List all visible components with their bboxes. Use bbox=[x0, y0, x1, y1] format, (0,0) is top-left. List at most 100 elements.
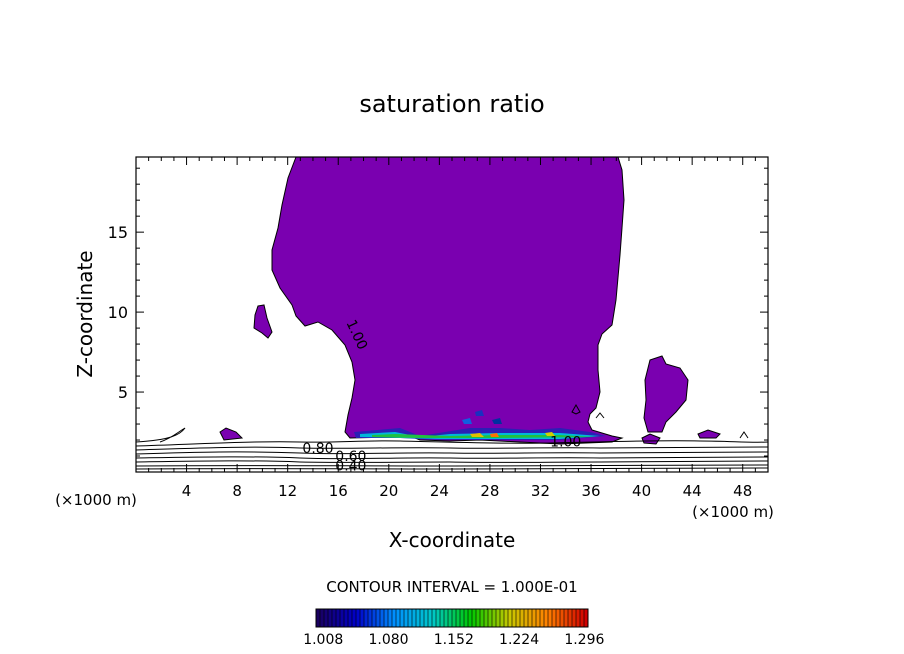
contour-value-label: 1.00 bbox=[550, 435, 581, 451]
colorbar-swatch bbox=[504, 609, 509, 627]
y-tick-label: 5 bbox=[118, 383, 128, 402]
x-tick-label: 8 bbox=[232, 482, 242, 500]
low-patch-2 bbox=[641, 433, 661, 445]
colorbar-swatch bbox=[352, 609, 357, 627]
x-tick-label: 12 bbox=[278, 482, 297, 500]
x-tick-label: 28 bbox=[480, 482, 499, 500]
colorbar-swatch bbox=[460, 609, 465, 627]
colorbar-swatch bbox=[520, 609, 525, 627]
colorbar-swatch bbox=[476, 609, 481, 627]
colorbar-swatch bbox=[552, 609, 557, 627]
colorbar-swatch bbox=[436, 609, 441, 627]
x-tick-label: 40 bbox=[632, 482, 651, 500]
colorbar-swatch bbox=[512, 609, 517, 627]
colorbar-swatch bbox=[420, 609, 425, 627]
colorbar-frame bbox=[315, 608, 589, 628]
chart-title: saturation ratio bbox=[359, 90, 544, 118]
x-tick-label: 36 bbox=[581, 482, 600, 500]
y-axis: 5 10 15 bbox=[108, 167, 768, 457]
colorbar-swatch bbox=[528, 609, 533, 627]
x-axis: 4 8 12 16 20 24 28 32 36 40 44 48 bbox=[148, 157, 756, 500]
colorbar-swatch bbox=[392, 609, 397, 627]
colorbar-tick-label: 1.296 bbox=[564, 632, 604, 648]
x-tick-label: 24 bbox=[430, 482, 449, 500]
colorbar-swatch bbox=[316, 609, 321, 627]
x-axis-title: X-coordinate bbox=[389, 528, 516, 552]
colorbar-swatch bbox=[376, 609, 381, 627]
colorbar-swatch bbox=[464, 609, 469, 627]
plot-area: 1.000.80 0.600.401.00 bbox=[136, 157, 768, 475]
small-cloud-left bbox=[253, 304, 273, 339]
x-tick-label: 44 bbox=[683, 482, 702, 500]
y-axis-unit-right: (×1000 m) bbox=[692, 503, 774, 521]
colorbar-swatch bbox=[472, 609, 477, 627]
colorbar-tick-label: 1.152 bbox=[434, 632, 474, 648]
colorbar-swatch bbox=[320, 609, 325, 627]
colorbar-swatch bbox=[508, 609, 513, 627]
x-tick-label: 32 bbox=[531, 482, 550, 500]
contour-lines bbox=[136, 403, 768, 470]
x-tick-label: 20 bbox=[379, 482, 398, 500]
colorbar-swatch bbox=[556, 609, 561, 627]
colorbar-swatch bbox=[336, 609, 341, 627]
colorbar-swatch bbox=[444, 609, 449, 627]
colorbar-swatch bbox=[544, 609, 549, 627]
colorbar-swatch bbox=[360, 609, 365, 627]
contour-interval-label: CONTOUR INTERVAL = 1.000E-01 bbox=[326, 578, 577, 596]
low-patch-3 bbox=[697, 429, 721, 439]
colorbar-swatch bbox=[388, 609, 393, 627]
colorbar-swatch bbox=[484, 609, 489, 627]
colorbar-tick-label: 1.080 bbox=[368, 632, 408, 648]
x-tick-label: 4 bbox=[182, 482, 192, 500]
colorbar-swatch bbox=[324, 609, 329, 627]
colorbar bbox=[315, 608, 589, 628]
colorbar-swatch bbox=[536, 609, 541, 627]
colorbar-swatch bbox=[396, 609, 401, 627]
x-tick-label: 16 bbox=[329, 482, 348, 500]
colorbar-tick-labels: 1.008 1.080 1.152 1.224 1.296 bbox=[303, 632, 604, 648]
colorbar-swatch bbox=[516, 609, 521, 627]
colorbar-swatch bbox=[408, 609, 413, 627]
colorbar-swatch bbox=[440, 609, 445, 627]
colorbar-swatch bbox=[328, 609, 333, 627]
colorbar-swatch bbox=[348, 609, 353, 627]
colorbar-swatch bbox=[496, 609, 501, 627]
colorbar-swatch bbox=[468, 609, 473, 627]
colorbar-swatch bbox=[356, 609, 361, 627]
colorbar-swatch bbox=[492, 609, 497, 627]
colorbar-swatch bbox=[572, 609, 577, 627]
colorbar-swatch bbox=[400, 609, 405, 627]
y-tick-label: 10 bbox=[108, 303, 128, 322]
x-tick-label: 48 bbox=[733, 482, 752, 500]
colorbar-swatch bbox=[404, 609, 409, 627]
colorbar-swatch bbox=[480, 609, 485, 627]
cloud-right bbox=[643, 355, 689, 433]
colorbar-swatch bbox=[340, 609, 345, 627]
colorbar-swatch bbox=[344, 609, 349, 627]
colorbar-swatch bbox=[524, 609, 529, 627]
colorbar-swatch bbox=[416, 609, 421, 627]
saturated-cloud-region bbox=[271, 157, 625, 445]
contour-value-label: 0.80 bbox=[302, 441, 333, 457]
contour-value-label: 0.40 bbox=[335, 459, 366, 475]
colorbar-swatch bbox=[380, 609, 385, 627]
colorbar-swatch bbox=[568, 609, 573, 627]
colorbar-swatch bbox=[564, 609, 569, 627]
colorbar-swatch bbox=[456, 609, 461, 627]
colorbar-swatch bbox=[452, 609, 457, 627]
colorbar-swatch bbox=[584, 609, 589, 627]
x-axis-unit-left: (×1000 m) bbox=[55, 491, 137, 509]
low-patch-1 bbox=[219, 427, 244, 441]
colorbar-swatch bbox=[332, 609, 337, 627]
colorbar-tick-label: 1.008 bbox=[303, 632, 343, 648]
y-tick-label: 15 bbox=[108, 223, 128, 242]
supersaturation-band bbox=[354, 410, 606, 440]
colorbar-swatch bbox=[548, 609, 553, 627]
colorbar-swatch bbox=[424, 609, 429, 627]
colorbar-swatch bbox=[540, 609, 545, 627]
colorbar-swatch bbox=[368, 609, 373, 627]
colorbar-swatch bbox=[532, 609, 537, 627]
colorbar-swatch bbox=[580, 609, 585, 627]
contour-value-label: 0.60 bbox=[335, 449, 366, 465]
